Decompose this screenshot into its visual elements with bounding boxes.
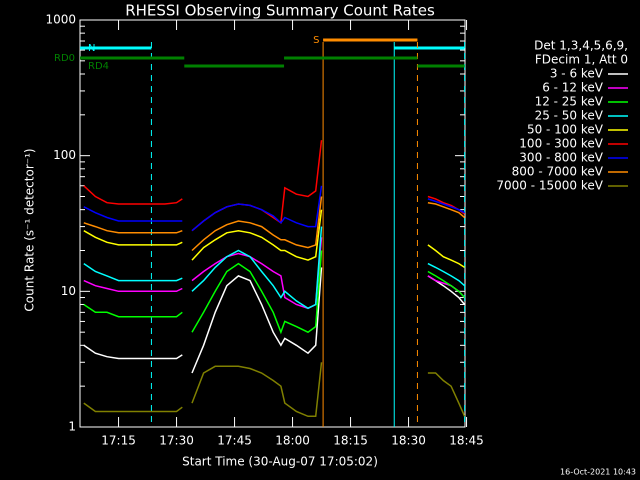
series-line — [83, 267, 466, 374]
flag-label: RD0 — [54, 53, 75, 64]
series-line — [83, 209, 466, 269]
legend-label: 6 - 12 keV — [542, 81, 604, 95]
y-tick-label: 1 — [68, 420, 76, 434]
x-axis-label: Start Time (30-Aug-07 17:05:02) — [182, 455, 378, 469]
footer: 16-Oct-2021 10:43 — [560, 468, 636, 477]
series-line — [83, 250, 466, 335]
chart-title: RHESSI Observing Summary Count Rates — [125, 2, 435, 20]
plot-frame — [79, 19, 466, 428]
x-tick-label: 18:15 — [333, 434, 368, 448]
legend-label: 12 - 25 keV — [535, 95, 604, 109]
series-line — [83, 185, 465, 232]
x-tick-label: 17:45 — [217, 434, 252, 448]
legend-label: 25 - 50 keV — [535, 109, 604, 123]
series-line — [83, 362, 466, 418]
y-tick-label: 100 — [53, 148, 76, 162]
flag-label: RD4 — [88, 61, 109, 72]
series-line — [83, 237, 466, 310]
flag-label: N — [88, 43, 95, 54]
x-tick-label: 18:00 — [275, 434, 310, 448]
legend-label: 300 - 800 keV — [519, 151, 603, 165]
x-tick-label: 17:30 — [159, 434, 194, 448]
legend-label: 3 - 6 keV — [550, 67, 604, 81]
legend-label: 7000 - 15000 keV — [496, 179, 603, 193]
x-tick-label: 18:30 — [391, 434, 426, 448]
legend-label: 50 - 100 keV — [527, 123, 604, 137]
series-line — [83, 226, 466, 310]
legend-title: Det 1,3,4,5,6,9, — [534, 39, 628, 53]
legend-title: FDecim 1, Att 0 — [535, 53, 628, 67]
y-tick-label: 1000 — [45, 13, 76, 27]
y-axis-label: Count Rate (s⁻¹ detector⁻¹) — [23, 148, 37, 311]
legend-label: 100 - 300 keV — [519, 137, 603, 151]
x-tick-label: 17:15 — [101, 434, 136, 448]
x-tick-label: 18:45 — [449, 434, 484, 448]
series-line — [83, 196, 466, 252]
legend-label: 800 - 7000 keV — [512, 165, 604, 179]
flag-label: S — [313, 35, 319, 46]
y-tick-label: 10 — [61, 284, 76, 298]
